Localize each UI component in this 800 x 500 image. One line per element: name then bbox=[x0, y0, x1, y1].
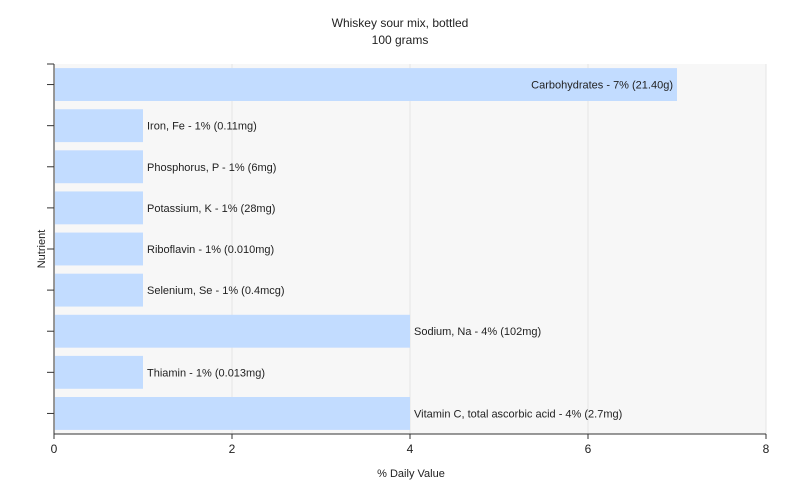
bar bbox=[55, 191, 143, 225]
bar-labels: Carbohydrates - 7% (21.40g) Iron, Fe - 1%… bbox=[147, 80, 673, 421]
x-tick-label: 2 bbox=[229, 442, 236, 456]
bar bbox=[55, 273, 143, 307]
axes bbox=[47, 63, 767, 439]
bar bbox=[55, 150, 143, 184]
x-tick-label: 4 bbox=[407, 442, 414, 456]
x-tick-label: 6 bbox=[585, 442, 592, 456]
bar bbox=[55, 355, 143, 389]
bar-label: Carbohydrates - 7% (21.40g) bbox=[531, 80, 673, 92]
bar bbox=[55, 397, 410, 430]
x-axis-title: % Daily Value bbox=[377, 468, 445, 480]
bar-label: Iron, Fe - 1% (0.11mg) bbox=[147, 121, 257, 133]
chart-title: Whiskey sour mix, bottled bbox=[332, 16, 469, 30]
bar bbox=[55, 232, 143, 266]
bar-label: Phosphorus, P - 1% (6mg) bbox=[147, 162, 276, 174]
bar-label: Selenium, Se - 1% (0.4mcg) bbox=[147, 285, 285, 297]
bar bbox=[55, 68, 677, 101]
x-tick-label: 8 bbox=[763, 442, 770, 456]
y-axis-title: Nutrient bbox=[36, 230, 48, 269]
grid-lines bbox=[231, 64, 767, 434]
chart-subtitle: 100 grams bbox=[372, 33, 429, 47]
bar-label: Thiamin - 1% (0.013mg) bbox=[147, 367, 265, 379]
bars bbox=[55, 68, 677, 430]
bar bbox=[55, 314, 410, 348]
x-tick-labels: 0 2 4 6 8 bbox=[51, 442, 770, 456]
bar bbox=[55, 109, 143, 143]
x-tick-label: 0 bbox=[51, 442, 58, 456]
bar-label: Sodium, Na - 4% (102mg) bbox=[414, 326, 541, 338]
bar-label: Vitamin C, total ascorbic acid - 4% (2.7… bbox=[414, 408, 622, 420]
bar-label: Potassium, K - 1% (28mg) bbox=[147, 203, 275, 215]
bar-label: Riboflavin - 1% (0.010mg) bbox=[147, 244, 274, 256]
